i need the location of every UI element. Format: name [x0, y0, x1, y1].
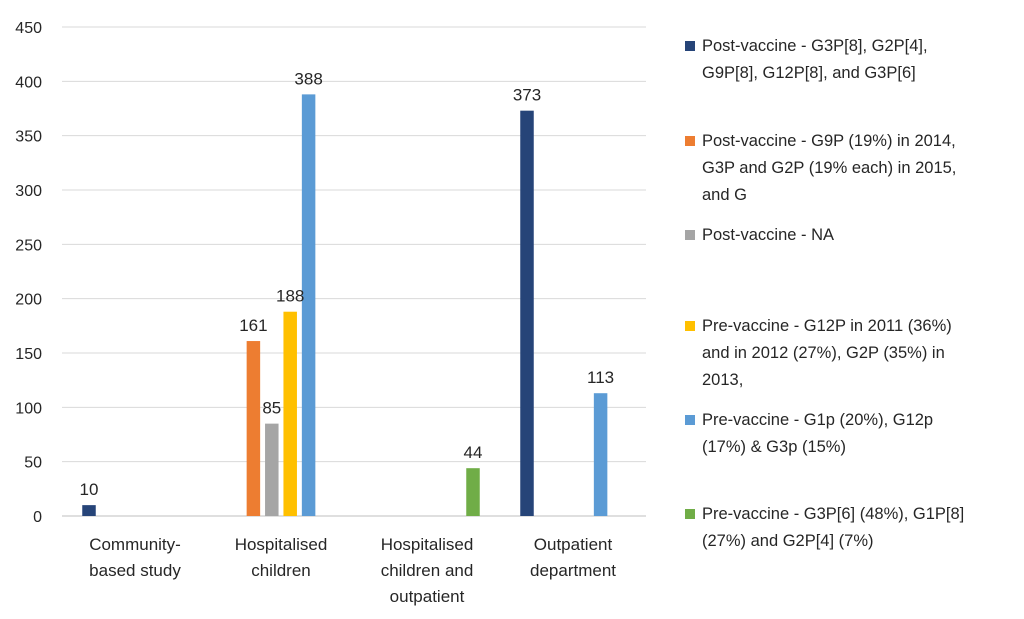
y-tick-label: 0 [33, 509, 42, 526]
data-label: 10 [80, 480, 99, 499]
legend-line: Post-vaccine - NA [702, 226, 834, 244]
legend-line: (17%) & G3p (15%) [702, 438, 846, 456]
data-label: 388 [294, 69, 322, 88]
x-category-label: Hospitalised children [235, 535, 328, 580]
legend-line: G9P[8], G12P[8], and G3P[6] [702, 64, 916, 82]
legend-line: 2013, [702, 371, 743, 389]
y-tick-label: 300 [15, 183, 42, 200]
y-tick-label: 400 [15, 74, 42, 91]
legend-entry: Post-vaccine - G9P (19%) in 2014, G3P and… [702, 132, 956, 204]
data-labels: 10 373 161 85 188 388 113 44 [80, 69, 615, 499]
legend-entry: Pre-vaccine - G1p (20%), G12p (17%) & G3p… [702, 411, 933, 456]
y-tick-label: 250 [15, 237, 42, 254]
legend-swatch [685, 509, 695, 519]
x-category-line: Community- [89, 535, 181, 554]
bar-series-3-cat-2 [265, 423, 279, 516]
x-category-line: based study [89, 561, 181, 580]
legend-line: Pre-vaccine - G12P in 2011 (36%) [702, 317, 952, 335]
data-label: 85 [262, 399, 281, 418]
data-label: 44 [464, 443, 483, 462]
x-category-label: Community-based study [89, 535, 181, 580]
legend-swatch [685, 230, 695, 240]
y-tick-label: 50 [24, 455, 42, 472]
x-category-line: children and [381, 561, 474, 580]
x-category-line: Hospitalised [235, 535, 328, 554]
y-tick-label: 200 [15, 292, 42, 309]
legend-line: G3P and G2P (19% each) in 2015, [702, 159, 956, 177]
data-label: 113 [587, 368, 614, 387]
legend-line: (27%) and G2P[4] (7%) [702, 532, 874, 550]
legend-swatch [685, 321, 695, 331]
gridlines [62, 26, 646, 463]
bar-series-6-cat-3 [466, 468, 480, 516]
y-tick-label: 450 [15, 20, 42, 37]
x-category-label: Outpatient department [530, 535, 616, 580]
bar-series-4-cat-2 [283, 311, 297, 516]
legend-entry: Post-vaccine - G3P[8], G2P[4], G9P[8], G1… [702, 37, 928, 82]
data-label: 188 [276, 287, 304, 306]
x-category-line: Hospitalised [381, 535, 474, 554]
legend-entry: Post-vaccine - NA [702, 226, 834, 244]
bars [82, 94, 608, 516]
bar-series-5-cat-2 [301, 94, 316, 516]
x-category-line: outpatient [390, 587, 465, 606]
legend-line: Pre-vaccine - G1p (20%), G12p [702, 411, 933, 429]
legend-swatch [685, 136, 695, 146]
bar-series-2-cat-2 [246, 341, 261, 516]
legend-line: and G [702, 186, 747, 204]
legend-line: Pre-vaccine - G3P[6] (48%), G1P[8] [702, 505, 964, 523]
data-label: 161 [239, 316, 267, 335]
legend-line: and in 2012 (27%), G2P (35%) in [702, 344, 945, 362]
x-category-line: department [530, 561, 616, 580]
legend-swatch [685, 41, 695, 51]
x-category-line: Outpatient [534, 535, 613, 554]
legend-line: Post-vaccine - G9P (19%) in 2014, [702, 132, 956, 150]
y-tick-label: 100 [15, 400, 42, 417]
x-category-label: Hospitalised children and outpatient [381, 535, 474, 606]
legend-swatch [685, 415, 695, 425]
data-label: 373 [513, 86, 541, 105]
axes: 0 50 100 150 200 250 300 350 400 450 Community-bas… [15, 20, 646, 606]
legend-line: Post-vaccine - G3P[8], G2P[4], [702, 37, 928, 55]
legend-entry: Pre-vaccine - G12P in 2011 (36%) and in 2… [702, 317, 952, 389]
legend: Post-vaccine - G3P[8], G2P[4], G9P[8], G1… [685, 37, 964, 550]
legend-entry: Pre-vaccine - G3P[6] (48%), G1P[8] (27%) … [702, 505, 964, 550]
bar-series-1-cat-1 [82, 505, 96, 516]
x-category-line: children [251, 561, 311, 580]
y-tick-label: 350 [15, 129, 42, 146]
bar-series-1-cat-4 [520, 110, 534, 516]
bar-series-5-cat-4 [593, 393, 608, 516]
y-tick-label: 150 [15, 346, 42, 363]
